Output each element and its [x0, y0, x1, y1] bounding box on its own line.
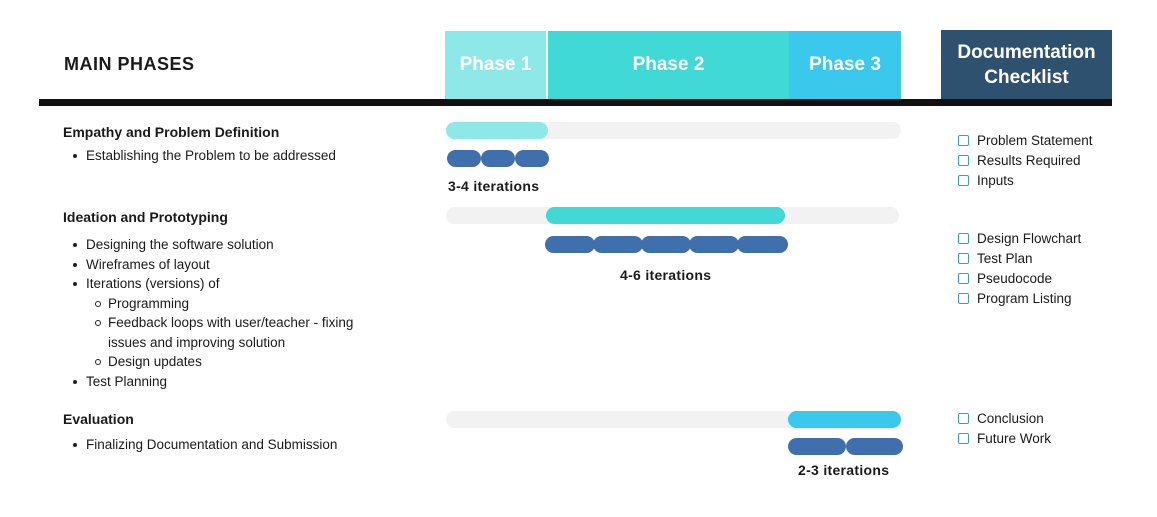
checkbox-icon[interactable]: [958, 154, 969, 166]
iterations-label-ideation: 4-6 iterations: [620, 267, 712, 283]
list-item-text: Iterations (versions) of: [86, 276, 220, 291]
list-item: Designing the software solution: [64, 235, 353, 255]
list-item: Finalizing Documentation and Submission: [64, 435, 337, 455]
checklist-item[interactable]: Conclusion: [958, 408, 1051, 428]
phase-3-label: Phase 3: [809, 54, 881, 75]
list-item: Test Planning: [64, 372, 353, 392]
checklist-label: Results Required: [977, 152, 1081, 168]
timeline-fill-phase-3: [788, 411, 901, 428]
checklist-empathy: Problem Statement Results Required Input…: [958, 130, 1093, 190]
sub-list-item-line1: Feedback loops with user/teacher - fixin…: [108, 315, 354, 330]
checklist-label: Test Plan: [977, 250, 1033, 266]
checklist-label: Conclusion: [977, 410, 1044, 426]
iteration-pill: [593, 236, 643, 253]
checkbox-icon[interactable]: [958, 232, 969, 244]
iteration-pill: [689, 236, 739, 253]
doc-checklist-line2: Checklist: [984, 66, 1069, 88]
iteration-pill: [545, 236, 595, 253]
checkbox-icon[interactable]: [958, 134, 969, 146]
iteration-pill: [515, 150, 549, 167]
checkbox-icon[interactable]: [958, 432, 969, 444]
sub-list-item-line2: issues and improving solution: [108, 334, 286, 350]
checklist-label: Future Work: [977, 430, 1052, 446]
phase-1-header: Phase 1: [445, 31, 546, 99]
list-item: Establishing the Problem to be addressed: [64, 146, 336, 166]
iteration-pill: [788, 438, 846, 455]
checkbox-icon[interactable]: [958, 174, 969, 186]
iteration-pill: [737, 236, 788, 253]
phase-1-label: Phase 1: [459, 54, 532, 75]
checkbox-icon[interactable]: [958, 252, 969, 264]
section-title-evaluation: Evaluation: [63, 411, 134, 427]
checklist-ideation: Design Flowchart Test Plan Pseudocode Pr…: [958, 228, 1081, 308]
checklist-label: Inputs: [977, 172, 1014, 188]
phase-2-header: Phase 2: [548, 31, 789, 99]
checklist-item[interactable]: Design Flowchart: [958, 228, 1081, 248]
checklist-label: Design Flowchart: [977, 230, 1082, 246]
checkbox-icon[interactable]: [958, 272, 969, 284]
sub-list: Programming Feedback loops with user/tea…: [86, 294, 353, 372]
iteration-pill: [447, 150, 481, 167]
checklist-item[interactable]: Program Listing: [958, 288, 1081, 308]
sub-list-item: Programming: [86, 294, 353, 314]
checklist-label: Problem Statement: [977, 132, 1093, 148]
iterations-label-evaluation: 2-3 iterations: [798, 462, 890, 478]
phase-2-label: Phase 2: [632, 54, 705, 75]
iteration-pill: [641, 236, 691, 253]
section-bullets-empathy: Establishing the Problem to be addressed: [64, 146, 336, 166]
checklist-evaluation: Conclusion Future Work: [958, 408, 1051, 448]
main-phases-title: MAIN PHASES: [64, 54, 195, 74]
phase-3-header: Phase 3: [789, 31, 901, 99]
checklist-item[interactable]: Problem Statement: [958, 130, 1093, 150]
iteration-pill: [846, 438, 903, 455]
checklist-item[interactable]: Results Required: [958, 150, 1093, 170]
header-divider: [39, 99, 1112, 106]
list-item: Iterations (versions) of Programming Fee…: [64, 274, 353, 372]
checklist-label: Pseudocode: [977, 270, 1053, 286]
section-title-empathy: Empathy and Problem Definition: [63, 124, 280, 140]
timeline-fill-phase-2: [546, 207, 785, 224]
iterations-label-empathy: 3-4 iterations: [448, 178, 540, 194]
sub-list-item: Feedback loops with user/teacher - fixin…: [86, 313, 353, 352]
checkbox-icon[interactable]: [958, 412, 969, 424]
checklist-item[interactable]: Test Plan: [958, 248, 1081, 268]
section-bullets-ideation: Designing the software solution Wirefram…: [64, 235, 353, 391]
documentation-checklist-header: Documentation Checklist: [941, 30, 1112, 99]
section-title-ideation: Ideation and Prototyping: [63, 209, 228, 225]
checklist-item[interactable]: Pseudocode: [958, 268, 1081, 288]
iteration-pill: [481, 150, 515, 167]
timeline-track-evaluation: [446, 411, 901, 428]
checklist-label: Program Listing: [977, 290, 1072, 306]
sub-list-item: Design updates: [86, 352, 353, 372]
checklist-item[interactable]: Future Work: [958, 428, 1051, 448]
timeline-track-empathy: [446, 122, 901, 139]
doc-checklist-line1: Documentation: [957, 41, 1096, 63]
checklist-item[interactable]: Inputs: [958, 170, 1093, 190]
checkbox-icon[interactable]: [958, 292, 969, 304]
section-bullets-evaluation: Finalizing Documentation and Submission: [64, 435, 337, 455]
timeline-fill-phase-1: [446, 122, 548, 139]
list-item: Wireframes of layout: [64, 255, 353, 275]
